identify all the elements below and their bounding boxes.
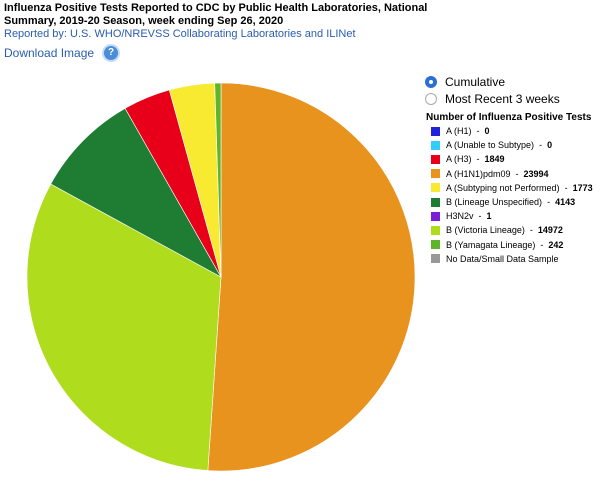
cumulative-radio[interactable] (425, 76, 437, 88)
legend-value: 242 (548, 239, 564, 250)
chart-subtitle: Reported by: U.S. WHO/NREVSS Collaborati… (4, 28, 356, 40)
legend-item: B (Yamagata Lineage) - 242 (431, 238, 593, 252)
cumulative-label: Cumulative (445, 75, 506, 89)
legend-item: A (H1N1)pdm09 - 23994 (431, 167, 593, 181)
legend-swatch (431, 169, 440, 179)
legend-value: 14972 (537, 225, 563, 236)
legend-separator: - (542, 197, 556, 208)
pie-slice[interactable] (26, 183, 222, 471)
legend-item: A (Unable to Subtype) - 0 (431, 138, 593, 152)
legend-separator: - (559, 182, 573, 193)
legend-title: Number of Influenza Positive Tests (426, 112, 592, 123)
legend-swatch (431, 211, 440, 221)
help-icon[interactable]: ? (104, 46, 118, 60)
legend-value: 1849 (484, 154, 505, 165)
legend-separator: - (510, 168, 524, 179)
legend-value: 23994 (523, 168, 549, 179)
legend-value: 4143 (555, 197, 576, 208)
legend-value: 0 (484, 126, 490, 137)
legend-swatch (431, 183, 440, 193)
pie-slice[interactable] (214, 82, 222, 278)
legend-item: No Data/Small Data Sample (431, 252, 593, 266)
legend-separator: - (471, 154, 485, 165)
cumulative-radio-option[interactable]: Cumulative (425, 74, 505, 90)
legend-label: A (Subtyping not Performed) (446, 182, 560, 193)
legend-item: H3N2v - 1 (431, 209, 593, 223)
legend-label: No Data/Small Data Sample (446, 253, 559, 264)
legend-label: B (Victoria Lineage) (446, 225, 525, 236)
download-image-link[interactable]: Download Image (4, 46, 95, 60)
recent-label: Most Recent 3 weeks (445, 92, 560, 106)
legend-swatch (431, 197, 440, 207)
legend-label: A (Unable to Subtype) (446, 140, 535, 151)
recent-radio[interactable] (425, 93, 437, 105)
legend-separator: - (471, 126, 485, 137)
recent-radio-option[interactable]: Most Recent 3 weeks (425, 91, 560, 107)
legend-item: A (H3) - 1849 (431, 152, 593, 166)
legend-swatch (431, 254, 440, 264)
legend-swatch (431, 140, 440, 150)
pie-slice[interactable] (50, 107, 222, 278)
legend-value: 1 (486, 211, 492, 222)
legend-item: B (Lineage Unspecified) - 4143 (431, 195, 593, 209)
legend-label: A (H3) (446, 154, 472, 165)
legend-separator: - (534, 140, 548, 151)
legend-label: H3N2v (446, 211, 474, 222)
chart-title: Influenza Positive Tests Reported to CDC… (4, 2, 428, 27)
legend-swatch (431, 126, 440, 136)
legend-separator: - (524, 225, 538, 236)
pie-slice[interactable] (207, 82, 416, 472)
legend-value: 0 (547, 140, 553, 151)
legend-swatch (431, 240, 440, 250)
legend-item: A (Subtyping not Performed) - 1773 (431, 181, 593, 195)
legend-label: A (H1) (446, 126, 472, 137)
legend-separator: - (473, 211, 487, 222)
legend-label: A (H1N1)pdm09 (446, 168, 511, 179)
legend-swatch (431, 154, 440, 164)
legend-label: B (Yamagata Lineage) (446, 239, 536, 250)
legend-item: B (Victoria Lineage) - 14972 (431, 223, 593, 237)
legend-separator: - (535, 239, 549, 250)
legend-label: B (Lineage Unspecified) (446, 197, 543, 208)
legend-item: A (H1) - 0 (431, 124, 593, 138)
legend-swatch (431, 225, 440, 235)
legend-value: 1773 (572, 182, 593, 193)
